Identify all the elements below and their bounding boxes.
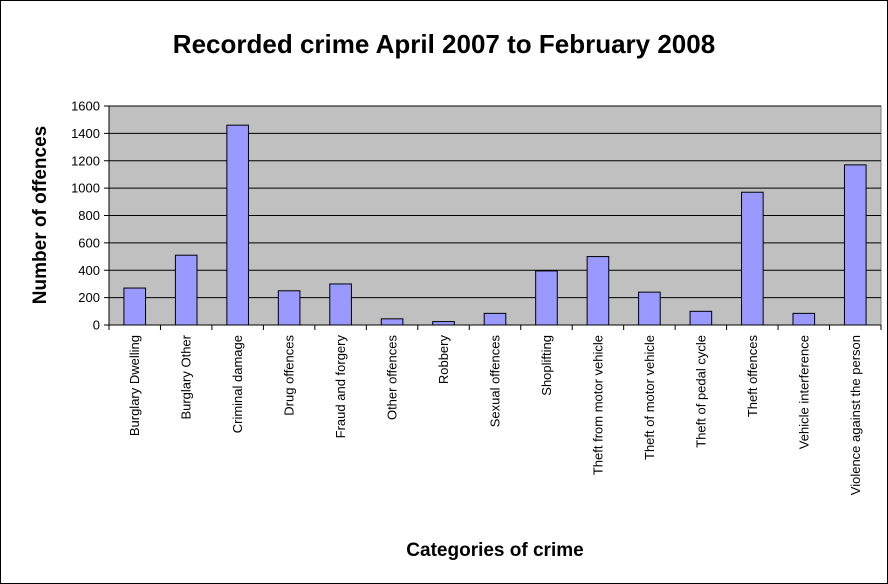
bar [638, 291, 661, 326]
x-axis-title: Categories of crime [406, 540, 583, 561]
x-tick-label: Vehicle interference [796, 335, 811, 449]
chart-title: Recorded crime April 2007 to February 20… [173, 29, 715, 59]
y-tick-label: 800 [78, 208, 100, 223]
bar [123, 287, 147, 326]
bar [792, 312, 816, 326]
y-tick-label: 200 [78, 290, 100, 305]
plot-area: 0 200 400 600 800 1000 1200 1400 1600 Burglary Dw… [71, 99, 882, 495]
y-tick-label: 1200 [71, 153, 100, 168]
bar [586, 256, 610, 326]
x-tick-label: Theft offences [745, 335, 760, 418]
y-tick-label: 1400 [71, 126, 100, 141]
x-tick-label: Burglary Other [179, 334, 194, 419]
y-tick-label: 0 [93, 318, 100, 333]
x-tick-label: Sexual offences [488, 335, 503, 428]
bar [741, 191, 764, 326]
y-axis-title: Number of offences [30, 126, 51, 304]
x-tick-label: Burglary Dwelling [127, 335, 142, 436]
y-tick-label: 1600 [71, 99, 100, 114]
x-tick-label: Other offences [385, 335, 400, 421]
x-tick-label: Criminal damage [230, 335, 245, 433]
bar [226, 124, 249, 326]
x-tick-label: Shoplifting [539, 335, 554, 396]
y-tick-label: 1000 [71, 181, 100, 196]
bar [277, 290, 301, 326]
x-tick-label: Violence against the person [848, 335, 863, 495]
bar [843, 164, 867, 326]
bar [535, 270, 558, 326]
bar [174, 254, 198, 326]
bar [432, 321, 455, 326]
x-tick-label: Theft of pedal cycle [693, 335, 708, 448]
bar [329, 283, 352, 326]
x-tick-label: Robbery [436, 335, 451, 385]
y-tick-label: 400 [78, 263, 100, 278]
x-tick-label: Fraud and forgery [333, 335, 348, 439]
x-tick-label: Drug offences [282, 335, 297, 416]
y-tick-label: 600 [78, 235, 100, 250]
x-tick-label: Theft from motor vehicle [590, 335, 605, 475]
bar [380, 318, 404, 326]
x-tick-label: Theft of motor vehicle [642, 335, 657, 460]
bar [689, 310, 713, 326]
bar [483, 312, 507, 326]
